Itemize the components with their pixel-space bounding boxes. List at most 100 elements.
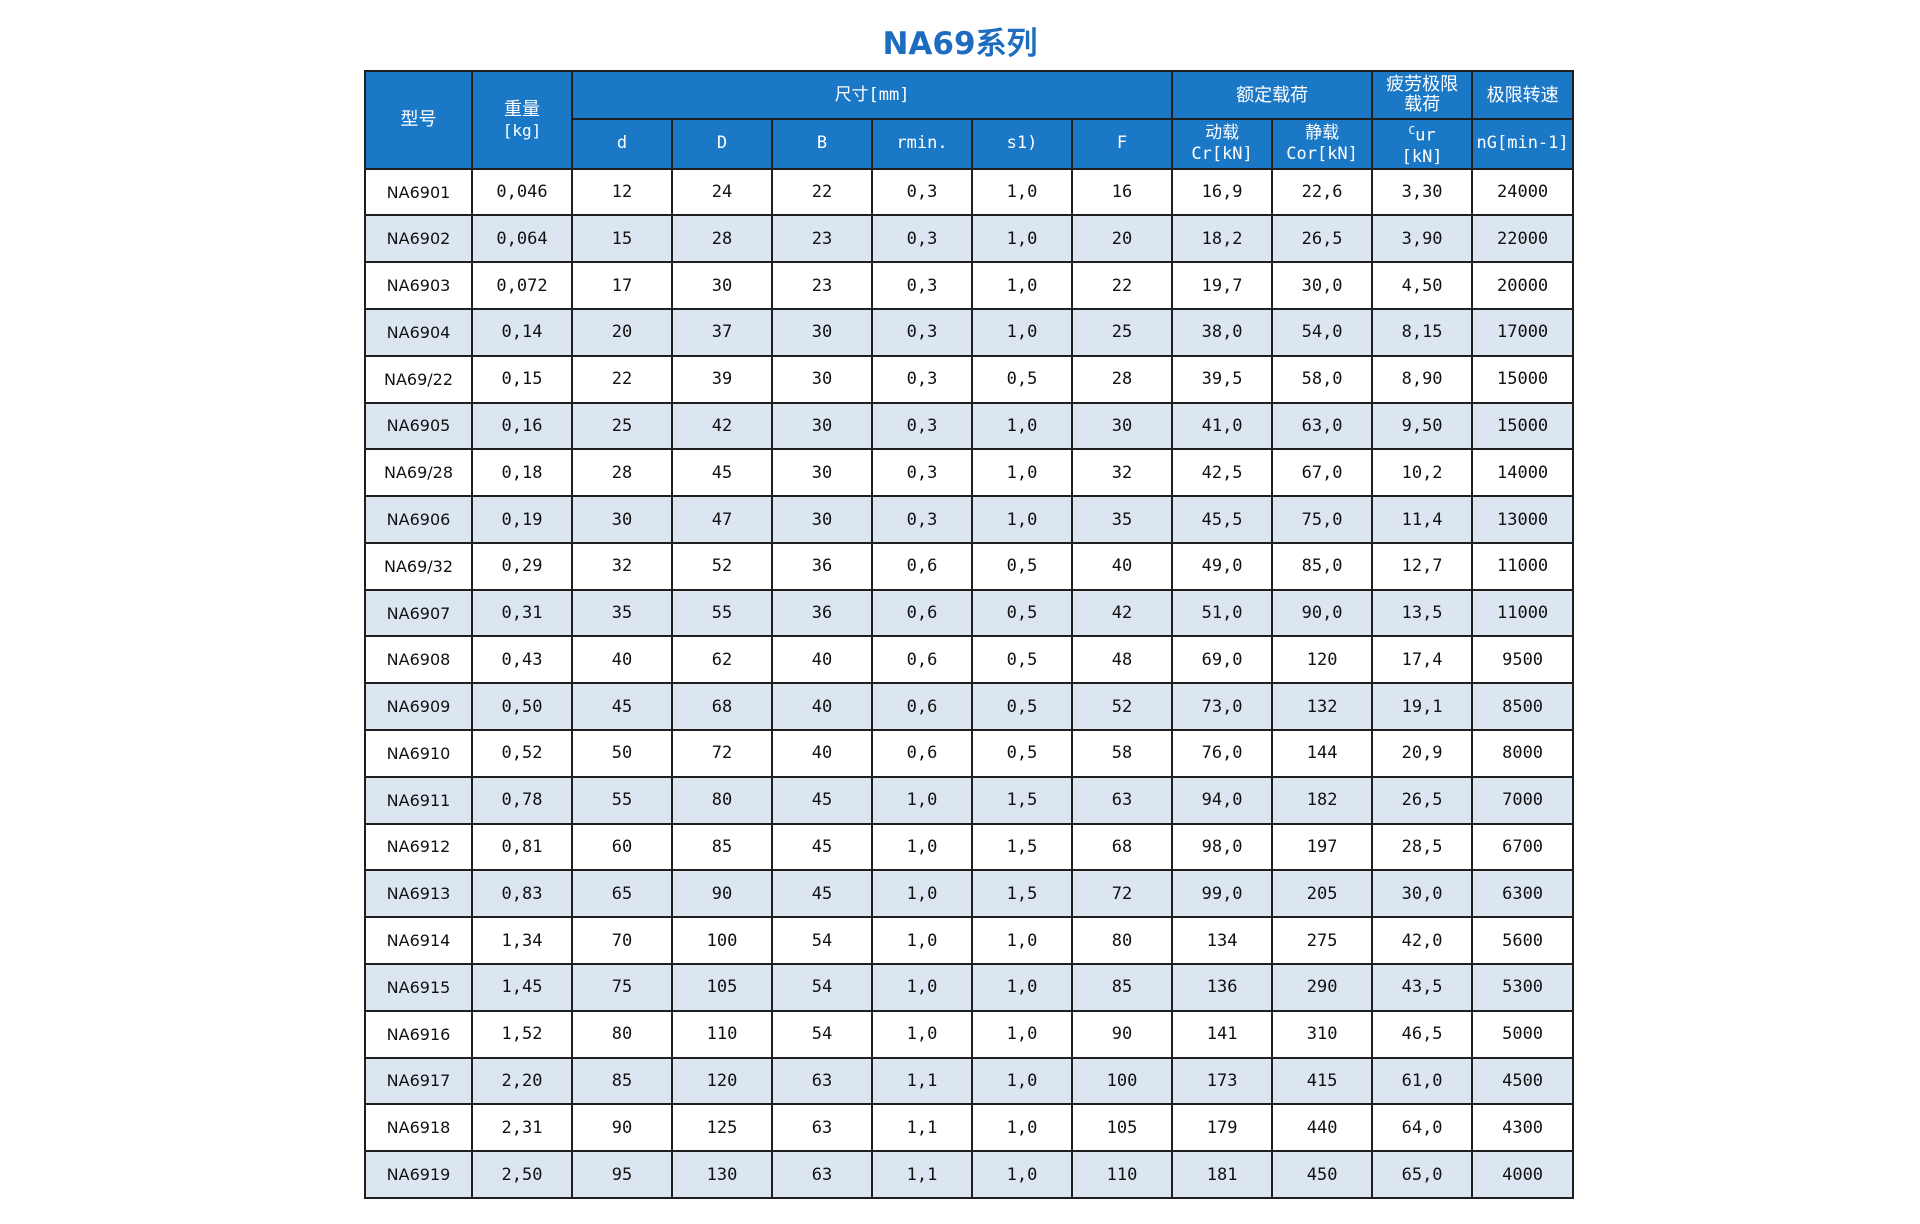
cell-F: 35 xyxy=(1070,495,1174,544)
bearing-spec-table: 型号 重量 [kg] 尺寸[mm] 额定载荷 疲劳极限载荷 极限转速 d D B… xyxy=(364,70,1575,1199)
cell-cur: 9,50 xyxy=(1371,401,1474,451)
cell-speed: 24000 xyxy=(1471,167,1575,217)
cell-cur: 3,30 xyxy=(1371,167,1474,217)
cell-d: 85 xyxy=(571,1056,673,1106)
cell-weight: 0,50 xyxy=(471,682,573,732)
cell-cur: 13,5 xyxy=(1371,588,1474,638)
cell-cor: 67,0 xyxy=(1271,448,1374,498)
cell-d: 20 xyxy=(571,308,673,357)
cell-F: 22 xyxy=(1070,261,1174,310)
cell-cor: 54,0 xyxy=(1271,308,1374,357)
cell-weight: 0,18 xyxy=(471,448,573,498)
cell-d: 90 xyxy=(571,1103,673,1153)
cell-speed: 6300 xyxy=(1471,869,1575,919)
cell-s: 1,0 xyxy=(971,308,1073,357)
cell-model: NA6908 xyxy=(364,635,473,685)
cell-s: 1,5 xyxy=(971,822,1073,872)
cell-rmin: 0,6 xyxy=(871,541,973,591)
cell-rmin: 0,3 xyxy=(871,308,973,357)
cell-cr: 73,0 xyxy=(1171,682,1274,732)
cell-D: 24 xyxy=(671,167,773,217)
cell-weight: 0,15 xyxy=(471,354,573,404)
cell-cr: 179 xyxy=(1171,1103,1274,1153)
cell-cr: 42,5 xyxy=(1171,448,1274,498)
cell-s: 1,0 xyxy=(971,1056,1073,1106)
cell-B: 40 xyxy=(771,729,873,778)
cell-D: 85 xyxy=(671,822,773,872)
cell-weight: 1,34 xyxy=(471,916,573,965)
cell-model: NA6905 xyxy=(364,401,473,451)
cell-weight: 0,064 xyxy=(471,214,573,264)
cell-B: 30 xyxy=(771,448,873,498)
cell-model: NA6912 xyxy=(364,822,473,872)
cell-cor: 275 xyxy=(1271,916,1374,965)
header-dynamic-unit: Cr[kN] xyxy=(1191,143,1253,164)
cell-model: NA69/32 xyxy=(364,541,473,591)
cell-weight: 2,50 xyxy=(471,1150,573,1199)
cell-B: 40 xyxy=(771,635,873,685)
cell-model: NA6903 xyxy=(364,261,473,310)
cell-F: 30 xyxy=(1070,401,1174,451)
table-row: NA6912 0,81 60 85 45 1,0 1,5 68 98,0 197 28,5 6700 xyxy=(364,822,1575,872)
cell-cor: 90,0 xyxy=(1271,588,1374,638)
cell-model: NA69/22 xyxy=(364,354,473,404)
cell-d: 60 xyxy=(571,822,673,872)
cell-s: 0,5 xyxy=(971,682,1073,732)
cell-s: 1,0 xyxy=(971,401,1073,451)
cell-model: NA6917 xyxy=(364,1056,473,1106)
cell-D: 120 xyxy=(671,1056,773,1106)
cell-F: 105 xyxy=(1070,1103,1174,1153)
cell-d: 35 xyxy=(571,588,673,638)
cell-model: NA6918 xyxy=(364,1103,473,1153)
cell-s: 1,0 xyxy=(971,1150,1073,1199)
cell-cr: 99,0 xyxy=(1171,869,1274,919)
cell-weight: 1,52 xyxy=(471,1009,573,1059)
cell-cur: 10,2 xyxy=(1371,448,1474,498)
cell-B: 45 xyxy=(771,822,873,872)
cell-cor: 205 xyxy=(1271,869,1374,919)
table-row: NA6911 0,78 55 80 45 1,0 1,5 63 94,0 182 26,5 7000 xyxy=(364,775,1575,825)
header-model: 型号 xyxy=(364,70,473,170)
header-fatigue-subscript: ur xyxy=(1415,125,1436,146)
cell-cor: 144 xyxy=(1271,729,1374,778)
cell-cr: 38,0 xyxy=(1171,308,1274,357)
cell-B: 63 xyxy=(771,1150,873,1199)
cell-d: 45 xyxy=(571,682,673,732)
cell-s: 1,0 xyxy=(971,962,1073,1012)
cell-F: 110 xyxy=(1070,1150,1174,1199)
cell-cor: 290 xyxy=(1271,962,1374,1012)
cell-D: 47 xyxy=(671,495,773,544)
cell-speed: 20000 xyxy=(1471,261,1575,310)
header-weight-label: 重量 xyxy=(504,98,540,120)
cell-speed: 9500 xyxy=(1471,635,1575,685)
cell-weight: 1,45 xyxy=(471,962,573,1012)
cell-cor: 310 xyxy=(1271,1009,1374,1059)
table-row: NA6915 1,45 75 105 54 1,0 1,0 85 136 290 43,5 5300 xyxy=(364,962,1575,1012)
cell-model: NA6902 xyxy=(364,214,473,264)
cell-model: NA6907 xyxy=(364,588,473,638)
table-row: NA69/22 0,15 22 39 30 0,3 0,5 28 39,5 58,0 8,90 150… xyxy=(364,354,1575,404)
cell-model: NA6909 xyxy=(364,682,473,732)
header-fatigue: 疲劳极限载荷 xyxy=(1371,70,1474,120)
cell-d: 17 xyxy=(571,261,673,310)
cell-B: 30 xyxy=(771,308,873,357)
cell-cur: 4,50 xyxy=(1371,261,1474,310)
cell-cur: 61,0 xyxy=(1371,1056,1474,1106)
cell-speed: 22000 xyxy=(1471,214,1575,264)
cell-cr: 45,5 xyxy=(1171,495,1274,544)
cell-cr: 16,9 xyxy=(1171,167,1274,217)
cell-model: NA6901 xyxy=(364,167,473,217)
cell-rmin: 0,3 xyxy=(871,495,973,544)
cell-D: 105 xyxy=(671,962,773,1012)
cell-model: NA6914 xyxy=(364,916,473,965)
cell-D: 37 xyxy=(671,308,773,357)
cell-cr: 98,0 xyxy=(1171,822,1274,872)
cell-model: NA6913 xyxy=(364,869,473,919)
cell-model: NA6906 xyxy=(364,495,473,544)
cell-speed: 15000 xyxy=(1471,401,1575,451)
cell-D: 100 xyxy=(671,916,773,965)
cell-d: 12 xyxy=(571,167,673,217)
header-rated-load: 额定载荷 xyxy=(1171,70,1374,120)
cell-D: 42 xyxy=(671,401,773,451)
cell-d: 95 xyxy=(571,1150,673,1199)
